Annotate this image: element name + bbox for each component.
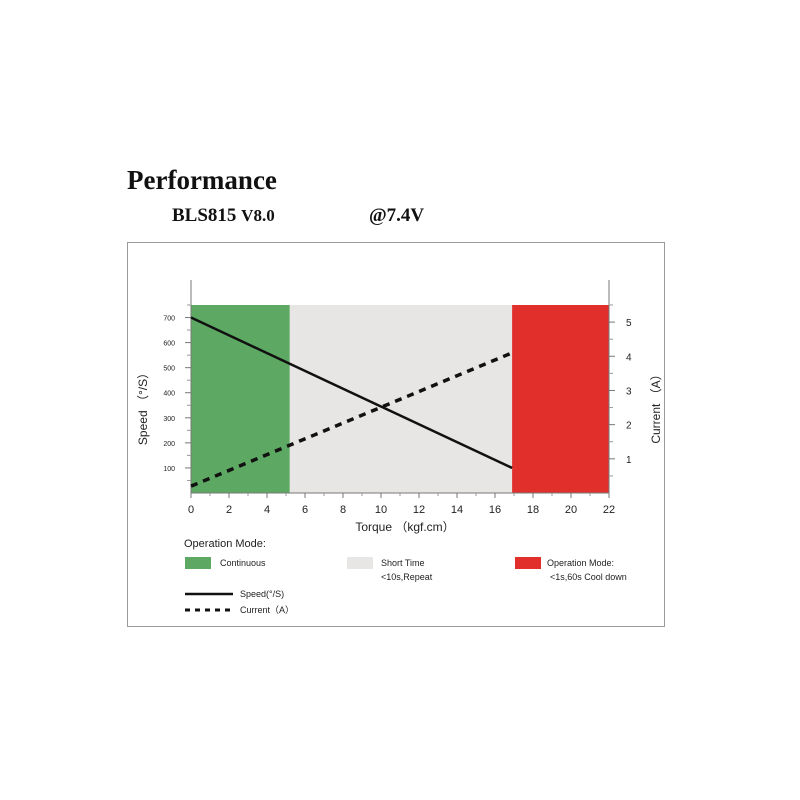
- voltage-label: @7.4V: [369, 205, 425, 226]
- x-tick-label: 18: [527, 504, 539, 516]
- y-right-tick-label: 1: [626, 455, 632, 466]
- model-label: BLS815 V8.0: [172, 205, 275, 227]
- model-name: BLS815: [172, 205, 237, 226]
- legend-swatch-continuous: [185, 557, 211, 569]
- x-tick-label: 6: [302, 504, 308, 516]
- chart-axes: 0 2 4 6 8 10 12 14 16 18 20 22100200300400500600700…: [163, 280, 632, 516]
- x-tick-label: 4: [264, 504, 270, 516]
- legend-cool-down-line1: Operation Mode:: [547, 558, 614, 568]
- y-right-tick-label: 4: [626, 352, 632, 363]
- x-tick-label: 12: [413, 504, 425, 516]
- x-tick-label: 14: [451, 504, 463, 516]
- x-tick-label: 10: [375, 504, 387, 516]
- y-left-tick-label: 400: [163, 391, 175, 398]
- legend-swatch-cool-down: [515, 557, 541, 569]
- x-tick-label: 22: [603, 504, 615, 516]
- y-axis-label-right: Current （A）: [649, 368, 663, 443]
- x-tick-label: 8: [340, 504, 346, 516]
- y-left-tick-label: 700: [163, 316, 175, 323]
- x-tick-label: 20: [565, 504, 577, 516]
- model-version: V8.0: [241, 206, 275, 225]
- region-continuous: [191, 305, 290, 493]
- y-left-tick-label: 300: [163, 416, 175, 423]
- legend-speed: Speed(°/S): [240, 589, 284, 599]
- legend-current: Current（A）: [240, 605, 294, 615]
- legend-continuous: Continuous: [220, 558, 266, 568]
- y-right-tick-label: 3: [626, 386, 632, 397]
- current-series-line: [190, 351, 513, 488]
- x-tick-label: 16: [489, 504, 501, 516]
- legend-short-time-line1: Short Time: [381, 558, 425, 568]
- legend-cool-down-line2: <1s,60s Cool down: [550, 572, 627, 582]
- y-left-tick-label: 600: [163, 341, 175, 348]
- x-tick-label: 0: [188, 504, 194, 516]
- legend-swatch-short-time: [347, 557, 373, 569]
- chart-lines: [190, 316, 513, 488]
- x-axis-label: Torque （kgf.cm）: [355, 520, 454, 534]
- y-axis-label-left: Speed （°/S）: [136, 367, 150, 445]
- y-left-tick-label: 500: [163, 366, 175, 373]
- region-cool_down: [512, 305, 609, 493]
- page-title: Performance: [127, 165, 277, 195]
- x-tick-label: 2: [226, 504, 232, 516]
- legend-short-time-line2: <10s,Repeat: [381, 572, 433, 582]
- y-right-tick-label: 5: [626, 318, 632, 329]
- y-left-tick-label: 100: [163, 466, 175, 473]
- chart-panel: [127, 242, 665, 627]
- y-left-tick-label: 200: [163, 441, 175, 448]
- legend-heading: Operation Mode:: [184, 538, 266, 550]
- speed-series-line: [190, 316, 513, 470]
- y-right-tick-label: 2: [626, 421, 632, 432]
